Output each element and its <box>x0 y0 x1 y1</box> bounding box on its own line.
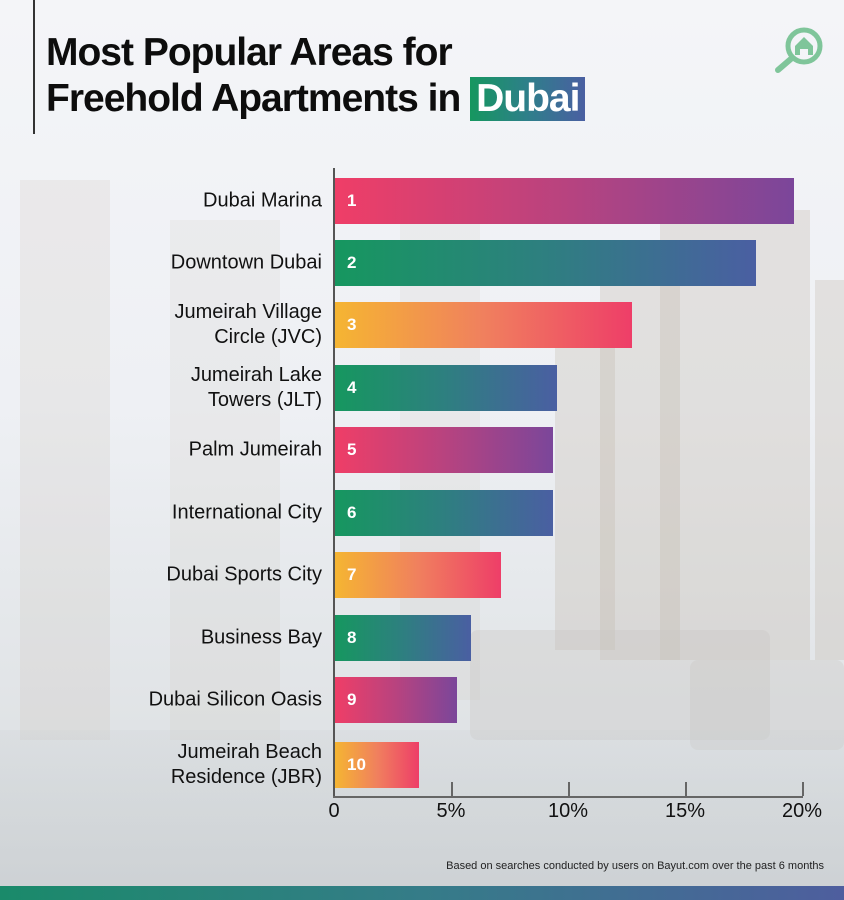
title-line-2: Freehold Apartments in Dubai <box>46 76 586 122</box>
title-accent-rule <box>33 0 35 134</box>
x-axis-tick-label: 10% <box>547 800 589 822</box>
category-label: Jumeirah Village Circle (JVC) <box>174 301 323 348</box>
x-axis-tick-label: 15% <box>664 800 706 822</box>
bar: 5 <box>335 427 553 473</box>
title-line-1: Most Popular Areas for <box>46 31 453 74</box>
bar: 4 <box>335 365 558 411</box>
bar: 6 <box>335 490 553 536</box>
rank-label: 7 <box>347 565 357 584</box>
chart-row: Jumeirah Beach Residence (JBR) 10 <box>0 741 844 788</box>
rank-label: 2 <box>347 253 357 272</box>
house-search-icon <box>775 27 823 73</box>
chart-row: Downtown Dubai 2 <box>0 240 844 286</box>
category-label: Dubai Silicon Oasis <box>148 688 322 711</box>
chart-row: International City 6 <box>0 490 844 536</box>
category-label: International City <box>171 501 322 524</box>
rank-label: 10 <box>347 755 366 774</box>
x-axis-tick-label: 0 <box>328 800 340 822</box>
source-footnote: Based on searches conducted by users on … <box>446 860 824 872</box>
rank-label: 6 <box>347 503 357 522</box>
category-label: Dubai Sports City <box>166 563 322 586</box>
x-axis-line <box>333 796 803 798</box>
x-axis-tick <box>802 782 804 796</box>
category-label: Business Bay <box>200 626 322 649</box>
rank-label: 8 <box>347 628 357 647</box>
title-highlight: Dubai <box>470 77 586 121</box>
bar: 8 <box>335 615 471 661</box>
x-axis-tick <box>685 782 687 796</box>
rank-label: 5 <box>347 440 357 459</box>
x-axis-tick <box>568 782 570 796</box>
category-label: Dubai Marina <box>203 189 322 212</box>
rank-label: 4 <box>347 378 357 397</box>
category-label: Jumeirah Beach Residence (JBR) <box>170 741 322 788</box>
category-label: Palm Jumeirah <box>188 438 322 461</box>
rank-label: 1 <box>347 191 357 210</box>
rank-label: 3 <box>347 315 357 334</box>
x-axis-tick-label: 20% <box>781 800 823 822</box>
x-axis-tick-label: 5% <box>436 800 466 822</box>
bar: 3 <box>335 302 633 348</box>
bottom-brand-band <box>0 886 844 900</box>
chart-row: Dubai Sports City 7 <box>0 552 844 598</box>
chart-row: Jumeirah Village Circle (JVC) 3 <box>0 301 844 348</box>
bar: 1 <box>335 178 794 224</box>
category-label: Jumeirah Lake Towers (JLT) <box>190 364 322 411</box>
chart-row: Jumeirah Lake Towers (JLT) 4 <box>0 364 844 411</box>
bar: 9 <box>335 677 457 723</box>
bar: 2 <box>335 240 757 286</box>
chart-row: Dubai Marina 1 <box>0 178 844 224</box>
y-axis-line <box>333 168 335 798</box>
chart-row: Dubai Silicon Oasis 9 <box>0 677 844 723</box>
x-axis-tick <box>451 782 453 796</box>
chart-title: Most Popular Areas for Freehold Apartmen… <box>46 30 586 122</box>
chart-row: Palm Jumeirah 5 <box>0 427 844 473</box>
chart-row: Business Bay 8 <box>0 615 844 661</box>
bar: 10 <box>335 742 420 788</box>
category-label: Downtown Dubai <box>170 251 322 274</box>
rank-label: 9 <box>347 690 357 709</box>
bar: 7 <box>335 552 502 598</box>
title-line-2-prefix: Freehold Apartments in <box>46 77 461 120</box>
